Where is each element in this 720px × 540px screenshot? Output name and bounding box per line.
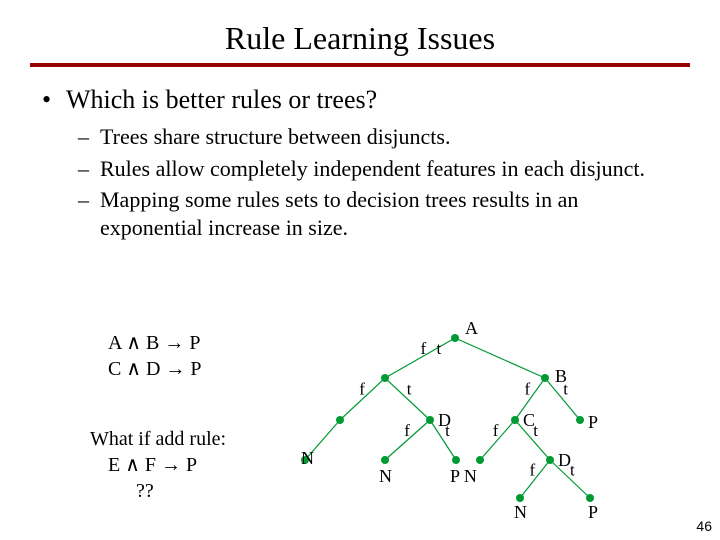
- rule-1: A ∧ B → P: [108, 330, 202, 356]
- svg-text:B: B: [555, 366, 567, 386]
- title-rule: [30, 63, 690, 67]
- rule-2: C ∧ D → P: [108, 356, 202, 382]
- sub-bullet-3: Mapping some rules sets to decision tree…: [100, 186, 680, 241]
- svg-text:P: P: [588, 502, 598, 520]
- svg-text:t: t: [437, 339, 442, 358]
- diagram-area: A ∧ B → P C ∧ D → P What if add rule: E …: [0, 320, 720, 530]
- sub-bullet-list: Trees share structure between disjuncts.…: [100, 123, 680, 241]
- page-number: 46: [696, 518, 712, 534]
- slide-title: Rule Learning Issues: [0, 0, 720, 63]
- svg-text:f: f: [530, 460, 536, 479]
- svg-text:D: D: [438, 410, 451, 430]
- svg-text:t: t: [407, 380, 412, 399]
- svg-text:P N: P N: [450, 466, 477, 486]
- svg-text:P: P: [588, 412, 598, 432]
- sub-bullet-2: Rules allow completely independent featu…: [100, 155, 680, 183]
- svg-text:f: f: [359, 380, 365, 399]
- svg-text:f: f: [421, 339, 427, 358]
- rule-box: A ∧ B → P C ∧ D → P: [108, 330, 202, 382]
- add-rule-r: E ∧ F → P: [108, 452, 226, 478]
- svg-text:N: N: [514, 502, 527, 520]
- add-rule-box: What if add rule: E ∧ F → P ??: [90, 426, 226, 504]
- svg-text:D: D: [558, 450, 571, 470]
- decision-tree: ftftftftftftABDCDNNP NPNP: [280, 320, 680, 520]
- svg-text:A: A: [465, 320, 478, 338]
- add-rule-qq: ??: [136, 478, 226, 504]
- svg-text:N: N: [301, 448, 314, 468]
- svg-text:f: f: [404, 421, 410, 440]
- add-rule-q: What if add rule:: [90, 426, 226, 452]
- main-bullet: Which is better rules or trees?: [66, 85, 720, 115]
- svg-text:f: f: [525, 380, 531, 399]
- svg-text:C: C: [523, 410, 535, 430]
- sub-bullet-1: Trees share structure between disjuncts.: [100, 123, 680, 151]
- svg-text:f: f: [493, 421, 499, 440]
- svg-text:N: N: [379, 466, 392, 486]
